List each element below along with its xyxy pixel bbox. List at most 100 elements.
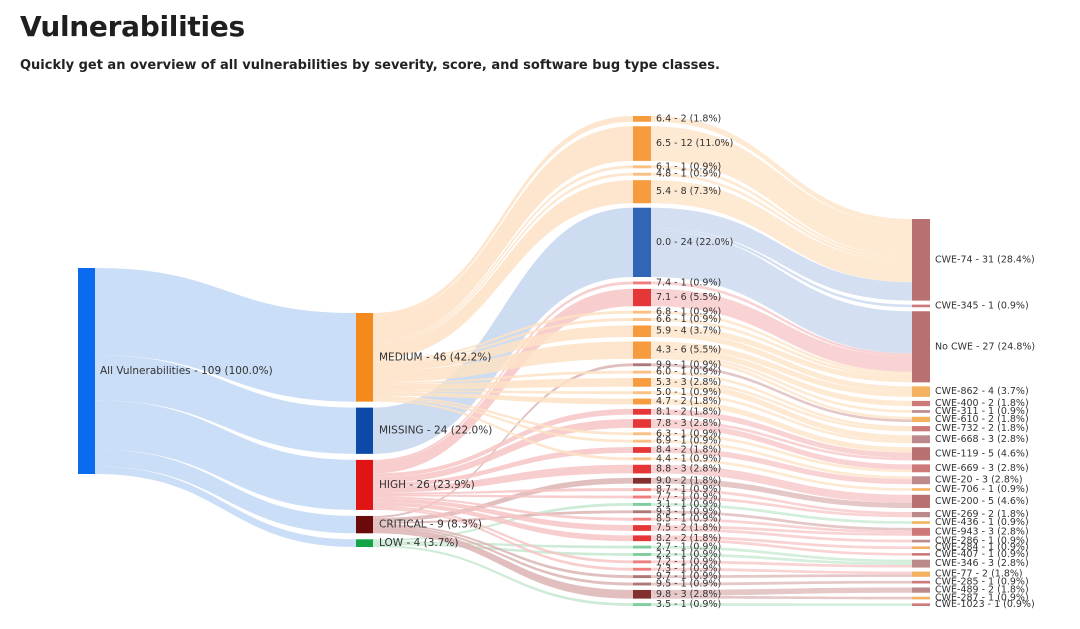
node-label-severity-low: LOW - 4 (3.7%) bbox=[379, 537, 458, 549]
link-root-low bbox=[95, 466, 356, 547]
node-label-score-7-5-30: 7.5 - 2 (1.8%) bbox=[656, 522, 721, 533]
node-score-4-8-3 bbox=[633, 172, 651, 176]
node-label-cwe-cwe-269: CWE-269 - 2 (1.8%) bbox=[935, 509, 1029, 520]
node-label-cwe-cwe-943: CWE-943 - 3 (2.8%) bbox=[935, 526, 1029, 537]
node-score-9-5-37 bbox=[633, 582, 651, 586]
node-cwe-cwe-407 bbox=[912, 553, 930, 556]
link-missing-score-0-0 bbox=[373, 207, 633, 454]
node-label-score-9-8-38: 9.8 - 3 (2.8%) bbox=[656, 589, 721, 600]
node-label-score-7-3-35: 7.3 - 1 (0.9%) bbox=[656, 564, 721, 575]
node-label-cwe-cwe-436: CWE-436 - 1 (0.9%) bbox=[935, 517, 1029, 528]
link-high-score-7-8 bbox=[373, 419, 633, 483]
link-score-2-7-cwe-346 bbox=[651, 545, 912, 563]
node-score-8-4-21 bbox=[633, 447, 651, 453]
link-root-critical bbox=[95, 449, 356, 534]
link-score-9-0-cwe-200 bbox=[651, 477, 912, 508]
node-score-5-4-4 bbox=[633, 180, 651, 204]
link-medium-score-6-5 bbox=[373, 126, 633, 340]
link-medium-score-6-4 bbox=[373, 116, 633, 317]
node-label-score-5-3-14: 5.3 - 3 (2.8%) bbox=[656, 377, 721, 388]
node-cwe-cwe-286 bbox=[912, 539, 930, 543]
node-score-7-1-7 bbox=[633, 288, 651, 307]
node-score-9-9-12 bbox=[633, 363, 651, 367]
node-score-9-8-38 bbox=[633, 589, 651, 599]
link-score-6-5-cwe-74 bbox=[651, 126, 912, 256]
node-label-cwe-cwe-346: CWE-346 - 3 (2.8%) bbox=[935, 558, 1029, 569]
link-medium-score-6-9 bbox=[373, 397, 633, 443]
link-critical-score-9-8 bbox=[373, 527, 633, 599]
link-critical-score-9-9 bbox=[373, 363, 633, 518]
link-medium-score-6-8 bbox=[373, 310, 633, 362]
link-score-4-3-cwe-862 bbox=[651, 341, 912, 397]
node-score-6-6-9 bbox=[633, 318, 651, 321]
link-score-9-5-cwe-285 bbox=[651, 580, 912, 586]
link-critical-score-9-7 bbox=[373, 523, 633, 579]
node-label-score-6-5-1: 6.5 - 12 (11.0%) bbox=[656, 138, 733, 149]
node-label-score-6-4-0: 6.4 - 2 (1.8%) bbox=[656, 113, 721, 124]
link-high-score-7-7 bbox=[373, 494, 633, 499]
node-label-score-7-7-26: 7.7 - 1 (0.9%) bbox=[656, 492, 721, 503]
link-score-7-4-no-cwe bbox=[651, 281, 912, 357]
node-cwe-cwe-269 bbox=[912, 511, 930, 518]
node-cwe-cwe-287 bbox=[912, 596, 930, 600]
link-high-score-7-3 bbox=[373, 508, 633, 571]
node-label-score-8-8-23: 8.8 - 3 (2.8%) bbox=[656, 464, 721, 475]
link-score-6-3-cwe-669 bbox=[651, 432, 912, 473]
link-high-score-8-7 bbox=[373, 488, 633, 495]
node-label-score-4-7-16: 4.7 - 2 (1.8%) bbox=[656, 396, 721, 407]
node-score-6-1-2 bbox=[633, 165, 651, 169]
link-medium-score-6-6 bbox=[373, 318, 633, 364]
node-label-score-9-9-12: 9.9 - 1 (0.9%) bbox=[656, 359, 721, 370]
node-label-score-7-8-18: 7.8 - 3 (2.8%) bbox=[656, 418, 721, 429]
link-score-6-1-cwe-74 bbox=[651, 165, 912, 259]
node-cwe-cwe-285 bbox=[912, 580, 930, 584]
node-score-5-0-15 bbox=[633, 391, 651, 395]
node-label-cwe-cwe-74: CWE-74 - 31 (28.4%) bbox=[935, 254, 1035, 265]
node-score-7-7-26 bbox=[633, 495, 651, 499]
node-score-8-5-29 bbox=[633, 517, 651, 521]
node-cwe-cwe-345 bbox=[912, 304, 930, 308]
link-high-score-8-2 bbox=[373, 502, 633, 542]
node-label-cwe-cwe-345: CWE-345 - 1 (0.9%) bbox=[935, 300, 1029, 311]
node-label-severity-high: HIGH - 26 (23.9%) bbox=[379, 479, 475, 491]
link-score-5-9-no-cwe bbox=[651, 325, 912, 383]
node-score-9-3-28 bbox=[633, 510, 651, 514]
node-severity-low bbox=[356, 539, 373, 547]
node-score-8-7-25 bbox=[633, 488, 651, 492]
node-label-score-6-9-20: 6.9 - 1 (0.9%) bbox=[656, 436, 721, 447]
node-score-6-8-8 bbox=[633, 310, 651, 314]
node-cwe-cwe-20 bbox=[912, 476, 930, 485]
node-score-2-2-33 bbox=[633, 553, 651, 556]
node-score-4-7-16 bbox=[633, 398, 651, 405]
node-cwe-cwe-862 bbox=[912, 386, 930, 397]
link-score-9-8-cwe-489 bbox=[651, 587, 912, 596]
node-label-cwe-cwe-489: CWE-489 - 2 (1.8%) bbox=[935, 585, 1029, 596]
node-label-score-9-0-24: 9.0 - 2 (1.8%) bbox=[656, 475, 721, 486]
node-score-6-3-19 bbox=[633, 432, 651, 436]
link-score-0-0-no-cwe bbox=[651, 230, 912, 354]
link-medium-score-6-1 bbox=[373, 165, 633, 342]
node-label-score-4-3-11: 4.3 - 6 (5.5%) bbox=[656, 345, 721, 356]
link-score-7-8-cwe-119 bbox=[651, 419, 912, 461]
node-label-score-6-3-19: 6.3 - 1 (0.9%) bbox=[656, 428, 721, 439]
node-score-4-4-22 bbox=[633, 457, 651, 461]
link-high-score-7-1 bbox=[373, 288, 633, 474]
link-high-score-7-5 bbox=[373, 498, 633, 531]
node-label-cwe-cwe-200: CWE-200 - 5 (4.6%) bbox=[935, 496, 1029, 507]
node-label-score-4-4-22: 4.4 - 1 (0.9%) bbox=[656, 453, 721, 464]
link-score-3-5-cwe-1023 bbox=[651, 603, 912, 606]
node-cwe-cwe-669 bbox=[912, 464, 930, 473]
node-score-2-7-32 bbox=[633, 545, 651, 549]
link-high-score-8-8 bbox=[373, 464, 633, 493]
link-score-6-8-no-cwe bbox=[651, 310, 912, 375]
node-cwe-cwe-400 bbox=[912, 400, 930, 407]
node-label-score-7-4-6: 7.4 - 1 (0.9%) bbox=[656, 277, 721, 288]
link-critical-score-9-5 bbox=[373, 525, 633, 586]
link-score-5-9-cwe-862 bbox=[651, 331, 912, 392]
node-cwe-cwe-489 bbox=[912, 587, 930, 593]
node-cwe-cwe-668 bbox=[912, 435, 930, 444]
node-score-8-2-31 bbox=[633, 535, 651, 542]
node-label-score-3-5-39: 3.5 - 1 (0.9%) bbox=[656, 599, 721, 610]
link-medium-score-6-3 bbox=[373, 395, 633, 436]
node-label-cwe-cwe-706: CWE-706 - 1 (0.9%) bbox=[935, 484, 1029, 495]
